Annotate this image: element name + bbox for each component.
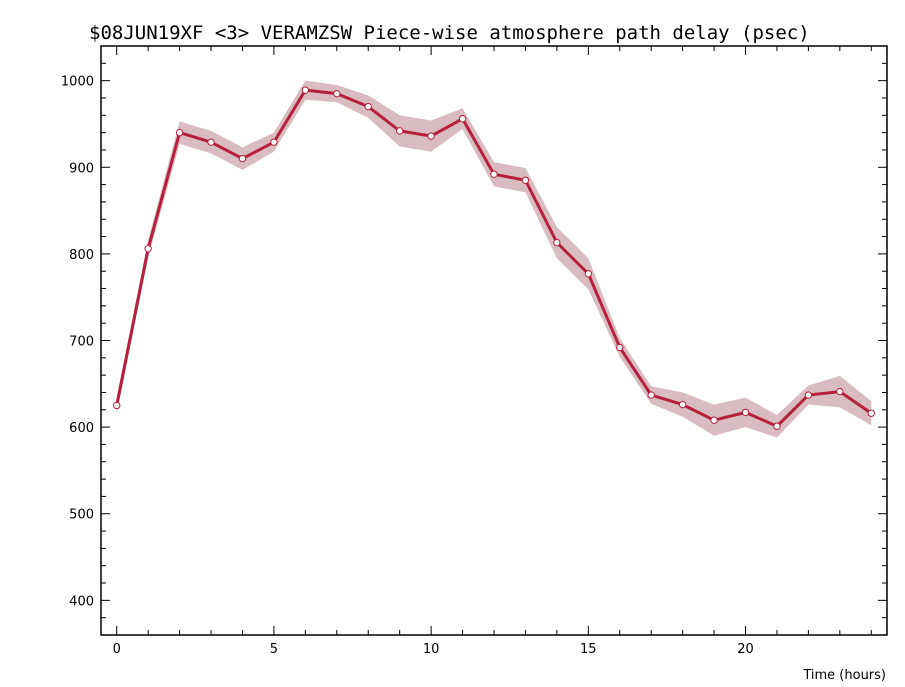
data-point — [867, 409, 875, 417]
y-tick-label: 1000 — [61, 75, 94, 90]
series-segment — [461, 117, 496, 176]
x-tick-label: 20 — [737, 642, 754, 657]
series-segment — [744, 410, 779, 428]
data-point — [364, 102, 372, 111]
series-segment — [272, 88, 307, 144]
data-point — [836, 387, 844, 396]
series-segment — [712, 410, 748, 422]
data-point — [238, 154, 247, 163]
data-point — [773, 422, 781, 430]
data-point — [395, 127, 404, 135]
series-segment — [240, 140, 276, 161]
x-tick-label: 5 — [270, 642, 278, 657]
data-point — [175, 128, 184, 137]
x-tick-label: 0 — [113, 642, 121, 657]
data-points — [113, 86, 875, 430]
series-segment — [775, 393, 810, 428]
data-point — [490, 170, 498, 178]
data-point — [521, 176, 530, 184]
data-point — [333, 89, 341, 98]
series-segment — [523, 178, 559, 245]
data-point — [207, 138, 215, 146]
series-segment — [335, 92, 370, 109]
series-segment — [146, 131, 182, 251]
error-band — [116, 80, 872, 438]
series-segment — [115, 247, 150, 407]
data-point — [270, 138, 278, 146]
x-axis-label: Time (hours) — [802, 668, 886, 683]
plot-frame — [100, 45, 888, 636]
series-segment — [303, 88, 339, 96]
x-tick-label: 15 — [580, 642, 597, 657]
data-point — [678, 400, 687, 409]
series-segment — [555, 241, 590, 276]
data-point — [458, 115, 467, 123]
series-segment — [209, 140, 244, 161]
y-tick-label: 600 — [69, 421, 94, 436]
y-tick-label: 700 — [69, 335, 94, 350]
axis-ticks — [101, 45, 887, 636]
series-segment — [649, 393, 685, 407]
series-segment — [492, 172, 527, 182]
series-segment — [366, 105, 402, 133]
series-segment — [806, 390, 842, 397]
series-segment — [398, 129, 433, 138]
data-point — [710, 416, 718, 424]
x-tick-label: 10 — [423, 642, 440, 657]
data-point — [301, 86, 310, 94]
series-segment — [178, 131, 213, 144]
series-segment — [586, 272, 622, 349]
chart-title: $08JUN19XF <3> VERAMZSW Piece-wise atmos… — [89, 22, 810, 44]
data-point — [427, 132, 435, 140]
tick-labels: 0 5 10 15 20 400 500 600 700 800 900 1000 — [61, 75, 754, 657]
data-point — [741, 408, 750, 417]
y-tick-label: 400 — [69, 594, 94, 609]
series-segment — [681, 403, 716, 422]
y-tick-label: 500 — [69, 508, 94, 523]
data-point — [584, 270, 593, 278]
error-band-area — [116, 80, 872, 438]
y-tick-label: 800 — [69, 248, 94, 263]
data-point — [804, 391, 813, 399]
data-point — [553, 238, 561, 247]
series-segment — [429, 117, 465, 138]
series-segment — [838, 390, 873, 415]
data-point — [144, 244, 152, 253]
data-point — [647, 391, 655, 399]
data-point — [616, 343, 624, 352]
y-tick-label: 900 — [69, 161, 94, 176]
series-segment — [618, 345, 653, 397]
series-lines — [115, 88, 873, 428]
data-point — [113, 401, 121, 410]
